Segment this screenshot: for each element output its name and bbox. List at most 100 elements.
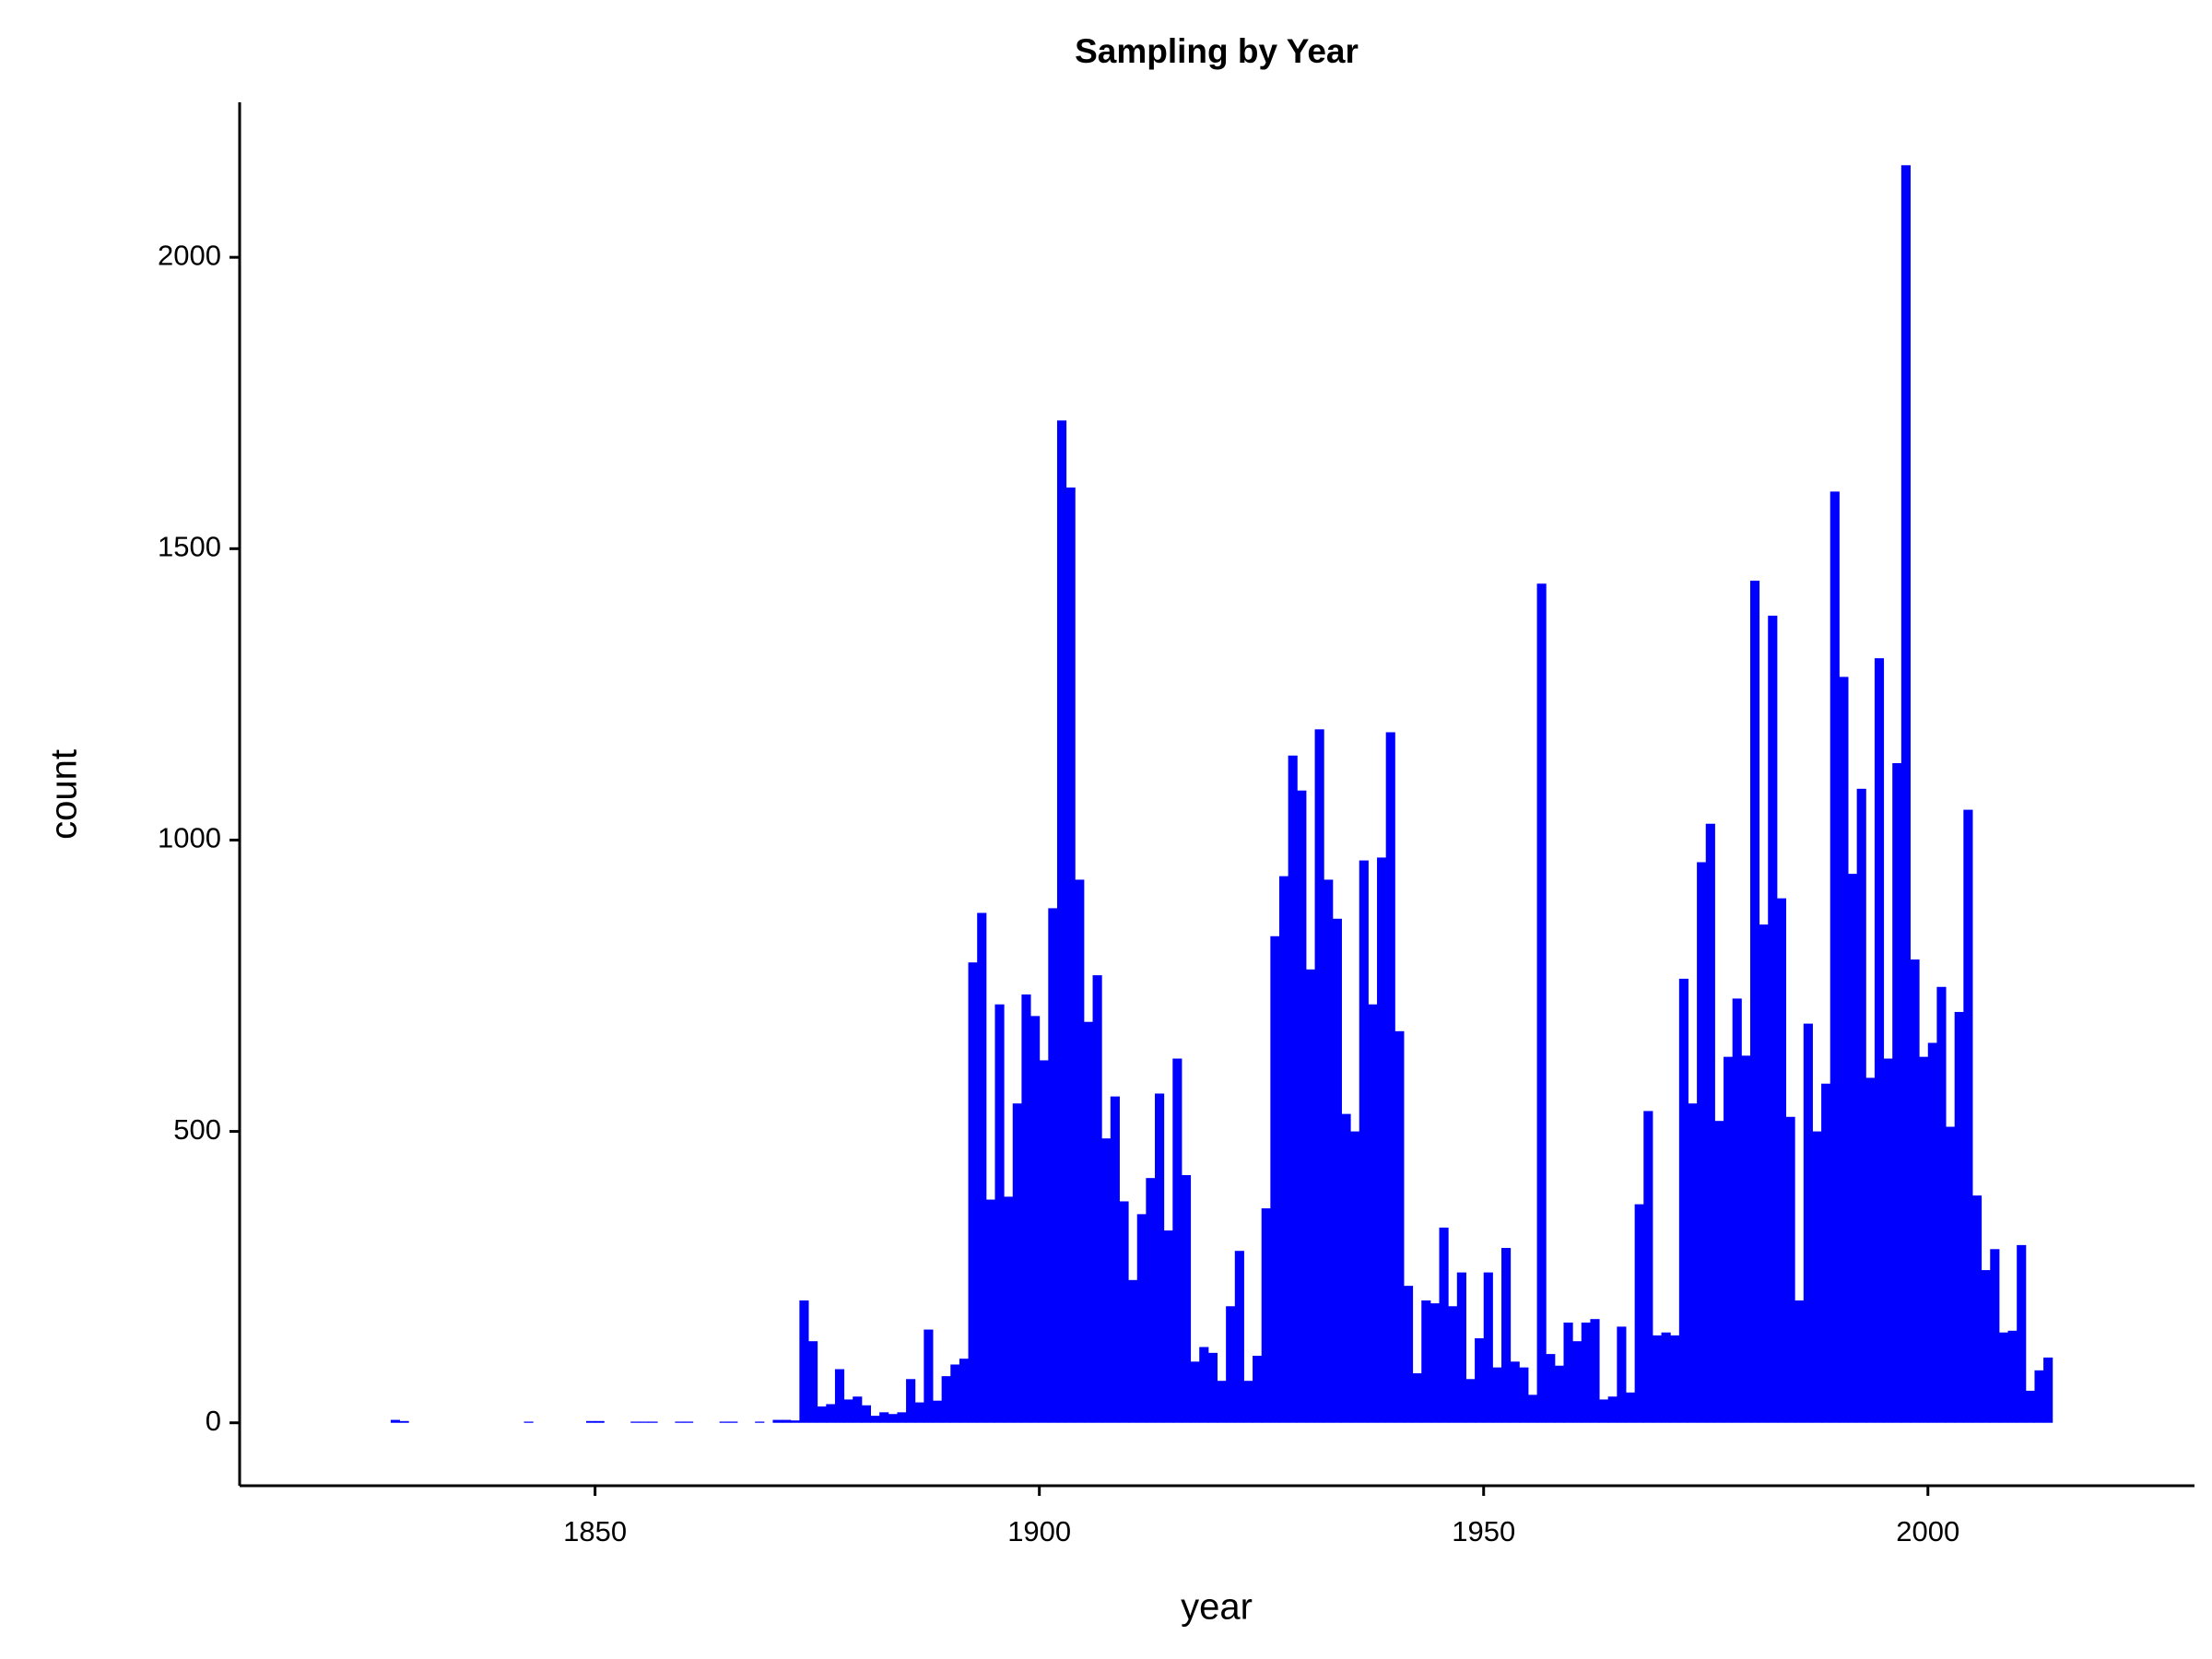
bar <box>1830 491 1840 1423</box>
y-tick-label: 1000 <box>158 822 221 854</box>
bar <box>1785 1116 1795 1423</box>
bar <box>1697 862 1707 1423</box>
bar <box>1812 1131 1822 1423</box>
bar <box>879 1412 889 1423</box>
bar <box>585 1420 596 1423</box>
bar <box>1946 1126 1956 1423</box>
bar <box>630 1421 641 1423</box>
bar <box>843 1399 853 1423</box>
bar <box>1927 1042 1937 1423</box>
bar <box>1110 1096 1120 1423</box>
bar <box>977 912 987 1423</box>
bar <box>985 1199 995 1423</box>
x-tick-label: 1850 <box>563 1515 627 1547</box>
bar <box>1056 420 1067 1423</box>
bar <box>1181 1175 1192 1423</box>
bar <box>1092 975 1102 1423</box>
bar <box>639 1421 649 1423</box>
bar <box>1919 1056 1929 1423</box>
bar <box>1900 165 1911 1423</box>
y-axis-title: count <box>44 749 85 840</box>
bar <box>1030 1016 1041 1423</box>
bar <box>1732 998 1742 1423</box>
bar <box>1448 1306 1458 1423</box>
bar <box>1821 1083 1831 1423</box>
bar <box>1705 823 1715 1423</box>
bar <box>1163 1230 1173 1423</box>
bar <box>1527 1394 1538 1423</box>
bar <box>755 1421 765 1423</box>
x-axis-title: year <box>1181 1587 1253 1628</box>
bar <box>1856 788 1866 1423</box>
bar <box>1475 1338 1485 1423</box>
bar <box>1572 1341 1583 1423</box>
bar <box>1634 1204 1644 1423</box>
bar <box>1465 1379 1476 1423</box>
bar <box>1075 879 1085 1423</box>
bar <box>772 1419 782 1423</box>
bar <box>1314 729 1324 1423</box>
bar <box>1625 1392 1636 1423</box>
bar <box>1803 1023 1813 1423</box>
bar <box>1910 959 1920 1423</box>
bar <box>2017 1244 2027 1423</box>
bar <box>932 1400 943 1423</box>
bar <box>594 1420 605 1423</box>
bar <box>1278 876 1289 1423</box>
bar <box>870 1416 880 1423</box>
bar <box>524 1421 534 1423</box>
bar <box>790 1420 800 1423</box>
bar <box>1199 1347 1209 1423</box>
bar <box>1546 1354 1556 1423</box>
bar <box>799 1300 809 1423</box>
bar <box>1892 762 1902 1423</box>
bar <box>1536 583 1547 1423</box>
bar <box>1207 1352 1218 1423</box>
bar <box>1776 898 1787 1423</box>
bar <box>648 1421 658 1423</box>
bar <box>728 1421 738 1423</box>
bar <box>782 1419 792 1423</box>
bar <box>1004 1196 1014 1423</box>
bar <box>834 1369 845 1423</box>
bar <box>1421 1300 1431 1423</box>
bar <box>1865 1077 1876 1423</box>
bar <box>1554 1365 1564 1423</box>
bar <box>1234 1251 1244 1423</box>
y-tick-label: 1500 <box>158 531 221 563</box>
bar <box>2025 1390 2035 1423</box>
bar <box>1253 1356 1263 1423</box>
bar <box>1563 1322 1573 1423</box>
bar <box>1714 1121 1724 1423</box>
bar <box>1688 1103 1698 1423</box>
bar <box>2034 1370 2044 1423</box>
bar <box>1412 1372 1422 1423</box>
bar <box>1678 978 1688 1423</box>
bar <box>1368 1004 1378 1423</box>
bar <box>1749 581 1760 1423</box>
bar <box>817 1406 827 1423</box>
bar <box>1599 1399 1609 1423</box>
bar <box>1119 1201 1129 1423</box>
bar <box>1012 1103 1022 1423</box>
bar <box>950 1364 960 1423</box>
x-tick-label: 1950 <box>1452 1515 1515 1547</box>
bar <box>1617 1326 1627 1423</box>
bar <box>1341 1113 1351 1423</box>
bar <box>1794 1300 1805 1423</box>
bar <box>968 962 978 1423</box>
bar <box>1643 1111 1653 1423</box>
bar <box>924 1329 934 1423</box>
bar <box>861 1405 872 1423</box>
bar <box>1759 924 1769 1423</box>
bar <box>897 1412 907 1423</box>
bar <box>1083 1021 1094 1423</box>
bar <box>1146 1178 1156 1423</box>
bar <box>1288 755 1298 1423</box>
bar <box>1270 935 1280 1423</box>
bar <box>1439 1227 1449 1423</box>
bar <box>1848 874 1858 1423</box>
bar <box>1377 857 1387 1423</box>
bar <box>1670 1335 1680 1423</box>
bar <box>1226 1306 1236 1423</box>
